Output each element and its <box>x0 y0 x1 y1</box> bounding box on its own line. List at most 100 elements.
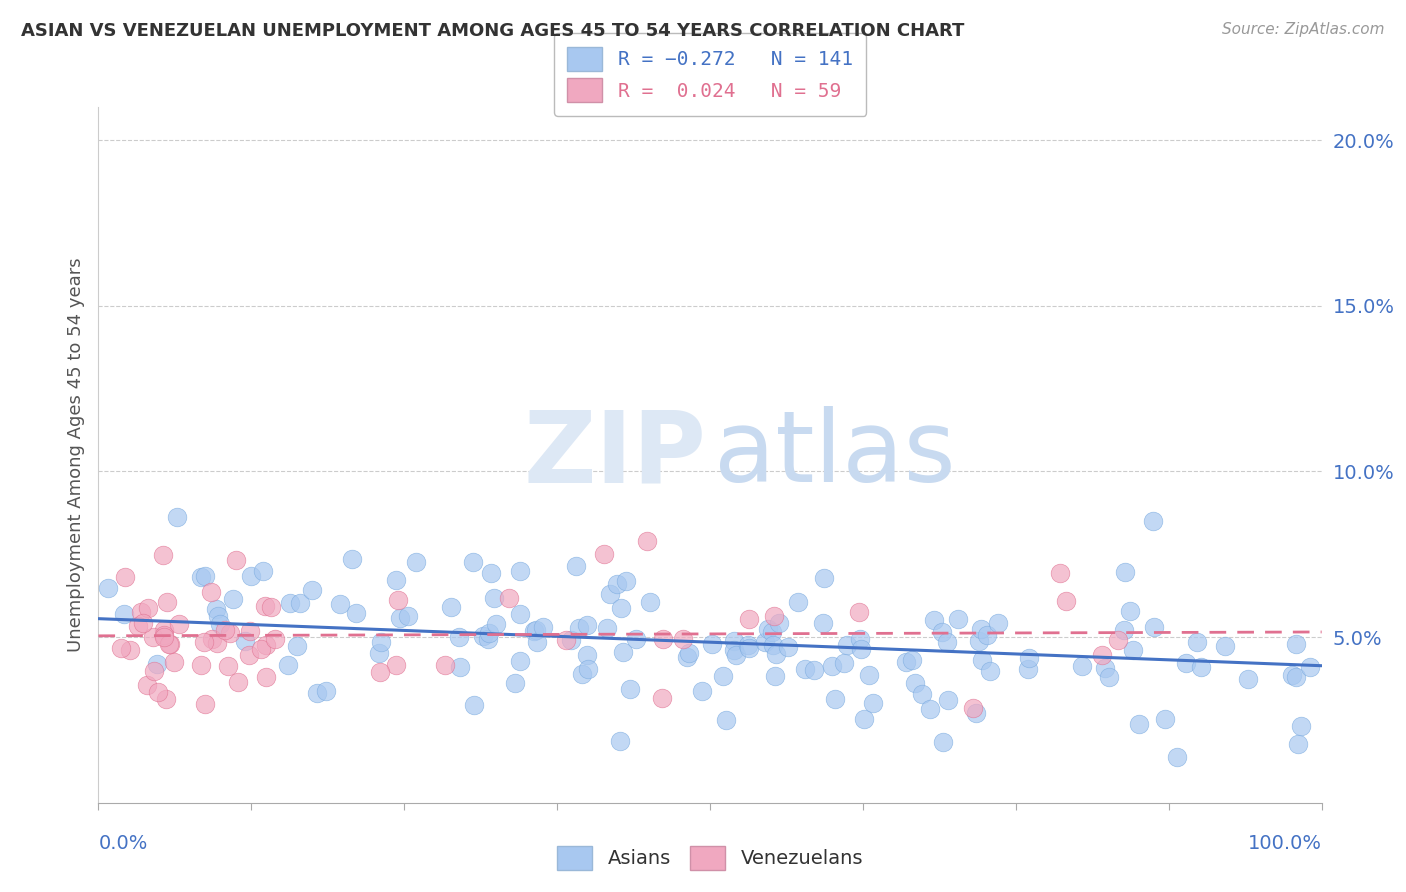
Point <box>1097 670 1119 684</box>
Point <box>555 632 578 647</box>
Point <box>396 609 419 624</box>
Point <box>568 621 591 635</box>
Point <box>301 583 323 598</box>
Point <box>385 574 408 588</box>
Point <box>1284 637 1306 651</box>
Point <box>190 570 212 584</box>
Point <box>1091 648 1114 663</box>
Point <box>205 636 228 650</box>
Point <box>263 632 285 647</box>
Point <box>1054 593 1077 607</box>
Point <box>711 669 734 683</box>
Point <box>652 632 675 647</box>
Point <box>676 650 699 665</box>
Point <box>205 601 228 615</box>
Point <box>478 625 501 640</box>
Point <box>142 664 165 678</box>
Point <box>163 655 186 669</box>
Point <box>194 698 217 712</box>
Point <box>768 616 790 631</box>
Point <box>901 653 924 667</box>
Point <box>190 657 212 672</box>
Point <box>120 643 142 657</box>
Point <box>762 638 785 652</box>
Point <box>329 597 352 611</box>
Point <box>146 657 169 671</box>
Point <box>969 622 991 636</box>
Point <box>219 625 242 640</box>
Legend: Asians, Venezuelans: Asians, Venezuelans <box>543 832 877 884</box>
Point <box>1107 633 1129 648</box>
Point <box>786 595 808 609</box>
Point <box>239 568 262 582</box>
Point <box>848 605 870 619</box>
Point <box>987 615 1010 630</box>
Y-axis label: Unemployment Among Ages 45 to 54 years: Unemployment Among Ages 45 to 54 years <box>66 258 84 652</box>
Point <box>222 592 245 607</box>
Point <box>849 632 872 647</box>
Point <box>155 692 177 706</box>
Point <box>935 634 957 648</box>
Point <box>129 605 152 619</box>
Point <box>288 596 311 610</box>
Point <box>1114 565 1136 579</box>
Point <box>1070 658 1092 673</box>
Point <box>471 630 494 644</box>
Point <box>368 665 391 679</box>
Point <box>440 599 463 614</box>
Point <box>112 607 135 621</box>
Text: 100.0%: 100.0% <box>1247 834 1322 853</box>
Point <box>1166 750 1188 764</box>
Point <box>931 734 953 748</box>
Point <box>575 648 598 662</box>
Point <box>979 664 1001 678</box>
Point <box>692 683 714 698</box>
Point <box>811 615 834 630</box>
Point <box>201 632 224 646</box>
Point <box>575 618 598 632</box>
Point <box>285 639 308 653</box>
Point <box>207 609 229 624</box>
Point <box>862 696 884 710</box>
Point <box>723 634 745 648</box>
Point <box>370 635 392 649</box>
Point <box>384 657 406 672</box>
Point <box>342 552 364 566</box>
Point <box>1018 650 1040 665</box>
Point <box>194 569 217 583</box>
Point <box>157 637 180 651</box>
Point <box>509 654 531 668</box>
Point <box>132 615 155 630</box>
Point <box>894 656 917 670</box>
Point <box>153 623 176 637</box>
Point <box>821 659 844 673</box>
Point <box>1286 738 1309 752</box>
Text: ZIP: ZIP <box>523 407 706 503</box>
Point <box>97 581 120 595</box>
Point <box>479 566 502 581</box>
Point <box>761 625 783 640</box>
Point <box>166 510 188 524</box>
Point <box>305 686 328 700</box>
Point <box>714 714 737 728</box>
Point <box>1112 623 1135 637</box>
Point <box>153 630 176 644</box>
Point <box>193 635 215 649</box>
Point <box>214 623 236 637</box>
Text: 0.0%: 0.0% <box>98 834 148 853</box>
Point <box>136 601 159 615</box>
Point <box>1143 619 1166 633</box>
Point <box>277 657 299 672</box>
Point <box>1291 719 1313 733</box>
Point <box>136 678 159 692</box>
Point <box>388 611 411 625</box>
Point <box>599 587 621 601</box>
Point <box>596 621 619 635</box>
Point <box>522 624 544 638</box>
Point <box>146 685 169 699</box>
Point <box>813 571 835 585</box>
Point <box>252 565 274 579</box>
Point <box>756 622 779 636</box>
Point <box>153 628 176 642</box>
Point <box>725 648 748 662</box>
